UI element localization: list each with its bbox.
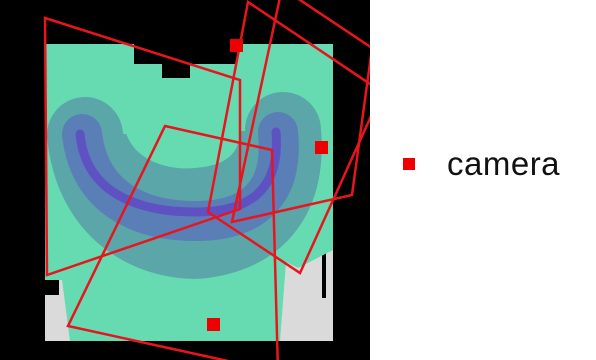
camera-fov-outline [66, 124, 279, 360]
camera-fov-outline [206, 0, 370, 275]
legend: camera [403, 144, 560, 184]
wall-post [186, 44, 189, 66]
camera-marker [315, 141, 328, 154]
camera-marker [230, 39, 243, 52]
camera-marker [207, 318, 220, 331]
wall-segment [322, 242, 326, 298]
coverage-level-4 [75, 127, 281, 217]
legend-camera-label: camera [447, 145, 561, 182]
camera-fov-outline [43, 16, 242, 277]
coverage-map [0, 0, 370, 360]
legend-camera-marker [403, 158, 415, 170]
